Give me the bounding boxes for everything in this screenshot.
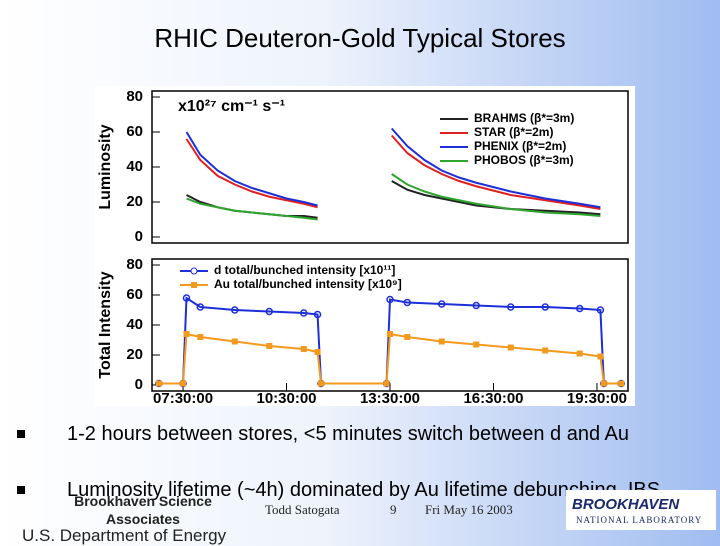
data-point bbox=[300, 309, 308, 317]
legend-label: Au total/bunched intensity [x10⁹] bbox=[214, 277, 402, 291]
x-tick-label: 07:30:00 bbox=[153, 390, 213, 407]
x-tick-label: 16:30:00 bbox=[463, 390, 523, 407]
bullet-marker bbox=[17, 430, 25, 438]
legend-label: d total/bunched intensity [x10¹¹] bbox=[214, 263, 395, 277]
y-tick-label: 80 bbox=[126, 256, 143, 273]
legend-label: PHENIX (β*=2m) bbox=[474, 139, 566, 153]
x-tick-label: 13:30:00 bbox=[360, 390, 420, 407]
series-line bbox=[185, 131, 318, 207]
logo-bottom: NATIONAL LABORATORY bbox=[576, 515, 703, 525]
footer-date: Fri May 16 2003 bbox=[425, 502, 513, 517]
data-point bbox=[507, 344, 514, 351]
footer-author: Todd Satogata bbox=[265, 502, 340, 517]
data-point bbox=[183, 331, 190, 337]
y-tick-label: 20 bbox=[126, 193, 143, 210]
plot-panel bbox=[95, 86, 635, 406]
data-point bbox=[182, 294, 191, 302]
series-line bbox=[391, 180, 601, 216]
data-point bbox=[231, 306, 239, 314]
data-point bbox=[600, 380, 607, 387]
data-point bbox=[387, 331, 393, 337]
slide-title: RHIC Deuteron-Gold Typical Stores bbox=[154, 23, 565, 53]
series-line bbox=[390, 127, 601, 209]
data-point bbox=[265, 307, 274, 316]
y-tick-label: 0 bbox=[135, 376, 143, 393]
data-point bbox=[314, 349, 321, 355]
y-tick-label: 40 bbox=[126, 316, 143, 333]
data-point bbox=[597, 353, 604, 360]
data-point bbox=[473, 341, 480, 348]
legend-marker bbox=[190, 267, 198, 275]
series-line bbox=[158, 332, 622, 385]
y-tick-label: 20 bbox=[126, 346, 143, 363]
y-tick-label: 60 bbox=[126, 123, 143, 140]
legend-label: STAR (β*=2m) bbox=[474, 125, 553, 139]
data-point bbox=[383, 380, 390, 387]
unit-annotation: x10²⁷ cm⁻¹ s⁻¹ bbox=[178, 98, 285, 115]
data-point bbox=[542, 347, 549, 354]
footer-agency: U.S. Department of Energy bbox=[22, 526, 227, 545]
x-tick-label: 19:30:00 bbox=[567, 390, 627, 407]
series-line bbox=[391, 173, 601, 217]
data-point bbox=[155, 380, 162, 387]
y-axis-title: Luminosity bbox=[97, 124, 114, 209]
data-point bbox=[313, 310, 322, 319]
data-point bbox=[300, 346, 307, 352]
legend-marker bbox=[191, 282, 197, 288]
data-point bbox=[403, 298, 411, 307]
data-point bbox=[596, 306, 605, 314]
data-point bbox=[197, 334, 204, 340]
logo: BROOKHAVEN NATIONAL LABORATORY bbox=[566, 490, 716, 530]
y-tick-label: 0 bbox=[135, 228, 143, 245]
series-line bbox=[185, 138, 318, 209]
series-line bbox=[158, 296, 622, 385]
data-point bbox=[438, 338, 445, 345]
data-point bbox=[472, 301, 480, 310]
logo-top: BROOKHAVEN bbox=[572, 496, 680, 513]
bullet: 1-2 hours between stores, <5 minutes swi… bbox=[17, 423, 687, 445]
y-tick-label: 40 bbox=[126, 158, 143, 175]
footer-org: Brookhaven Science Associates bbox=[74, 493, 212, 527]
bullet-marker bbox=[17, 486, 25, 494]
data-point bbox=[266, 343, 273, 349]
data-point bbox=[196, 303, 205, 311]
bullet-text: 1-2 hours between stores, <5 minutes swi… bbox=[67, 423, 630, 445]
data-point bbox=[437, 300, 446, 308]
data-point bbox=[541, 303, 549, 311]
data-point bbox=[618, 380, 625, 387]
y-tick-label: 60 bbox=[126, 286, 143, 303]
series-line bbox=[390, 134, 601, 210]
series-line bbox=[186, 197, 318, 221]
data-point bbox=[576, 350, 583, 357]
data-point bbox=[231, 338, 238, 345]
data-point bbox=[318, 380, 325, 387]
data-point bbox=[386, 295, 394, 304]
data-point bbox=[506, 303, 515, 311]
x-tick-label: 10:30:00 bbox=[256, 390, 316, 407]
bullet: Luminosity lifetime (~4h) dominated by A… bbox=[17, 479, 687, 501]
footer-page: 9 bbox=[390, 502, 397, 517]
legend-label: BRAHMS (β*=3m) bbox=[474, 111, 574, 125]
data-point bbox=[404, 334, 411, 340]
bullet-text: Luminosity lifetime (~4h) dominated by A… bbox=[67, 479, 661, 501]
legend-label: PHOBOS (β*=3m) bbox=[474, 153, 574, 167]
y-axis-title: Total Intensity bbox=[97, 271, 114, 378]
data-point bbox=[180, 380, 187, 387]
data-point bbox=[575, 304, 584, 313]
y-tick-label: 80 bbox=[126, 88, 143, 105]
